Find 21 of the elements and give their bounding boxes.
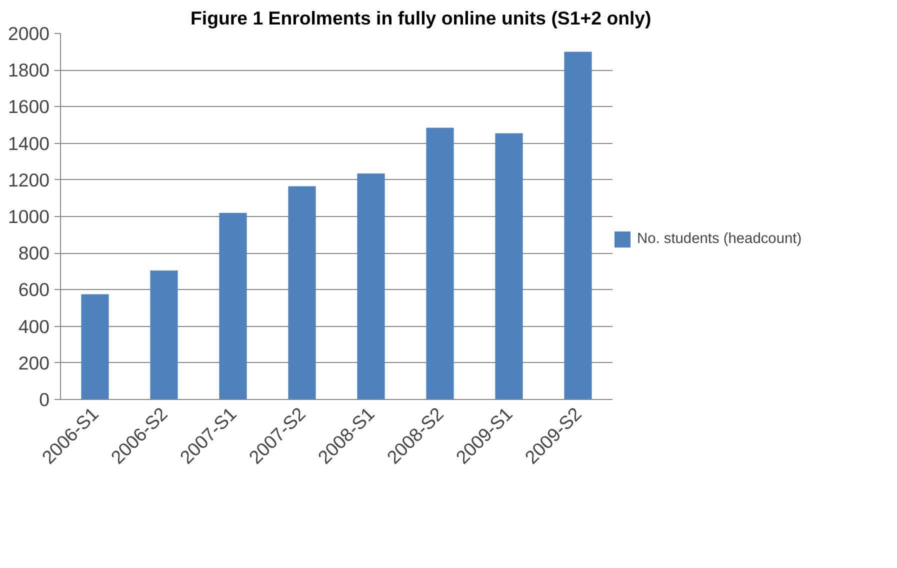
y-tick-label: 200 bbox=[18, 352, 50, 374]
bar bbox=[357, 173, 385, 400]
y-tick-label: 1200 bbox=[8, 169, 50, 190]
y-tick-label: 600 bbox=[18, 279, 50, 300]
y-tick-label: 1000 bbox=[8, 206, 50, 227]
bar bbox=[81, 294, 109, 400]
bar bbox=[288, 186, 316, 400]
y-tick-label: 2000 bbox=[8, 23, 50, 44]
bar bbox=[150, 270, 178, 400]
y-tick-label: 800 bbox=[18, 242, 50, 264]
bar bbox=[219, 212, 247, 400]
y-tick-label: 400 bbox=[18, 316, 50, 337]
y-tick-label: 1800 bbox=[8, 60, 50, 81]
y-tick-label: 1600 bbox=[8, 96, 50, 118]
y-tick-label: 0 bbox=[39, 389, 50, 410]
bar bbox=[564, 52, 592, 400]
bar bbox=[495, 133, 523, 400]
bar bbox=[426, 128, 454, 400]
chart-title: Figure 1 Enrolments in fully online units (S1+2 only) bbox=[190, 8, 652, 28]
legend-label: No. students (headcount) bbox=[637, 231, 802, 247]
y-tick-label: 1400 bbox=[8, 132, 50, 154]
